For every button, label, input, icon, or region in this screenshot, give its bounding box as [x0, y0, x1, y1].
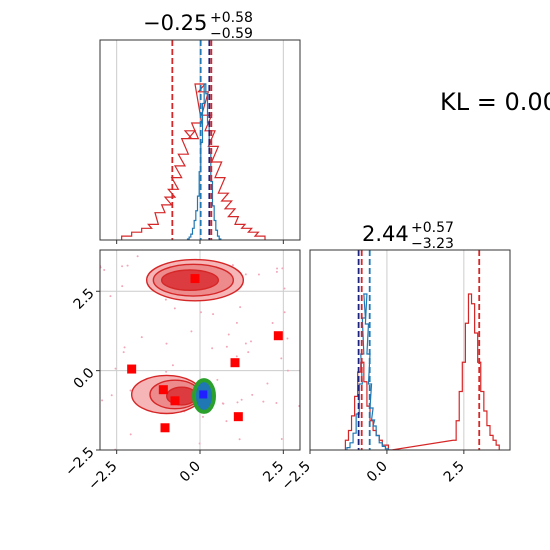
blue-marker [199, 390, 208, 399]
title-p1-median: 2.44 [362, 222, 409, 246]
marginal-p1-panel: −2.5 0.0 2.5 [279, 249, 511, 494]
histogram-blue [186, 83, 222, 240]
sample-point [286, 337, 289, 340]
title-p0-median: −0.25 [143, 11, 207, 35]
red-marker [233, 412, 243, 422]
sample-point [121, 265, 124, 268]
sample-point [199, 311, 202, 314]
red-marker [273, 331, 283, 341]
title-p1-upper: +0.57 [411, 220, 454, 236]
title-p0-lower: −0.59 [210, 26, 253, 42]
sample-point [283, 311, 286, 314]
sample-point [198, 442, 201, 445]
x-tick-label: −2.5 [85, 458, 120, 493]
sample-point [235, 355, 238, 358]
red-marker [230, 358, 240, 368]
marginal-p0-panel [99, 39, 301, 244]
sample-point [136, 255, 139, 258]
sample-point [266, 382, 269, 385]
sample-point [216, 378, 219, 381]
kl-annotation: KL = 0.00 [440, 88, 550, 116]
x-tick-label: −2.5 [279, 458, 314, 493]
sample-point [247, 351, 250, 354]
sample-point [275, 270, 278, 273]
sample-point [126, 264, 129, 267]
sample-point [225, 420, 228, 423]
sample-point [240, 398, 243, 401]
sample-point [110, 394, 113, 397]
sample-point [280, 357, 283, 360]
sample-point [250, 340, 253, 343]
red-marker [160, 423, 170, 433]
histogram-red [121, 83, 266, 240]
sample-point [222, 402, 225, 405]
sample-point [262, 400, 265, 403]
sample-point [211, 347, 214, 350]
sample-point [225, 345, 228, 348]
sample-point [201, 415, 204, 418]
red-marker [158, 385, 168, 395]
sample-point [239, 306, 242, 309]
sample-point [227, 333, 230, 336]
sample-point [109, 295, 112, 298]
sample-point [103, 268, 106, 271]
sample-point [171, 364, 174, 367]
y-tick-label: 0.0 [71, 365, 98, 392]
sample-point [236, 401, 239, 404]
marginal-p1-title: 2.44 [362, 222, 409, 246]
red-marker [127, 364, 137, 374]
sample-point [164, 298, 167, 301]
histogram-blue [346, 293, 392, 450]
axes-frame [309, 249, 511, 451]
sample-point [280, 438, 283, 441]
joint-scatter-panel: −2.5 0.0 2.5−2.50.02.5 [62, 249, 301, 494]
x-tick-label: 2.5 [441, 458, 468, 485]
x-tick-label: 0.0 [364, 458, 391, 485]
sample-point [173, 307, 176, 310]
sample-point [165, 370, 168, 373]
sample-point [190, 330, 193, 333]
sample-point [257, 273, 260, 276]
sample-point [275, 401, 278, 404]
sample-point [165, 342, 168, 345]
sample-point [114, 367, 117, 370]
x-tick-label: 0.0 [177, 458, 204, 485]
title-p0-upper: +0.58 [210, 10, 253, 26]
sample-point [244, 342, 247, 345]
sample-point [121, 285, 124, 288]
sample-point [122, 351, 125, 354]
contour-inner [160, 269, 220, 292]
sample-point [129, 389, 132, 392]
sample-point [231, 264, 234, 267]
sample-point [140, 336, 143, 339]
title-p1-lower: −3.23 [411, 236, 454, 252]
sample-point [281, 267, 284, 270]
sample-point [212, 313, 215, 316]
sample-point [286, 369, 289, 372]
y-tick-label: 2.5 [71, 286, 98, 313]
sample-point [123, 346, 126, 349]
red-marker [190, 274, 200, 284]
sample-point [101, 399, 104, 402]
red-marker [170, 396, 180, 406]
sample-point [238, 438, 241, 441]
sample-point [129, 433, 132, 436]
sample-point [276, 267, 279, 270]
sample-point [244, 273, 247, 276]
marginal-p0-title: −0.25 [143, 11, 207, 35]
sample-point [251, 393, 254, 396]
sample-point [235, 321, 238, 324]
sample-point [283, 287, 286, 290]
sample-point [271, 321, 274, 324]
histogram-red [344, 293, 500, 450]
